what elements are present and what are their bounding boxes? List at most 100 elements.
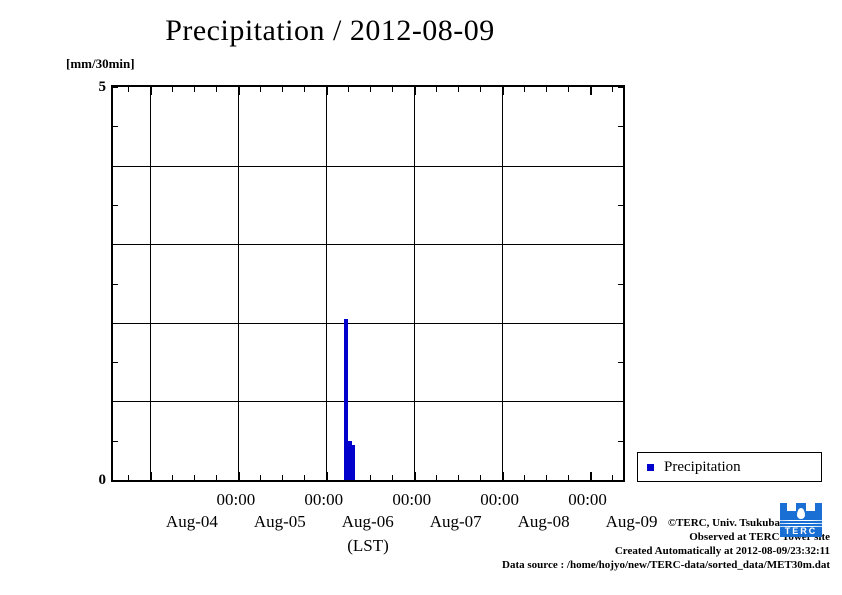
axis-tick-minor [523, 475, 525, 480]
x-axis-title: (LST) [347, 536, 389, 555]
x-axis-date-label: Aug-06 [341, 512, 394, 531]
axis-tick-minor [391, 475, 393, 480]
logo-notch-right [806, 503, 815, 511]
axis-tick-major [589, 87, 592, 95]
grid-line-horizontal [113, 322, 623, 324]
axis-tick-minor [611, 87, 613, 92]
axis-tick-major [325, 472, 328, 480]
axis-tick-y [618, 440, 623, 442]
legend-marker-icon [647, 463, 654, 471]
axis-tick-y [113, 165, 118, 167]
footer: ©TERC, Univ. Tsukuba Observed at TERC To… [420, 516, 830, 572]
y-axis-tick-label: 5 [98, 79, 107, 95]
axis-tick-y [618, 401, 623, 403]
footer-data-source: Data source : /home/hojyo/new/TERC-data/… [502, 559, 830, 571]
x-axis-date-label: Aug-08 [517, 512, 570, 531]
axis-tick-y [618, 87, 623, 88]
axis-tick-y [113, 480, 118, 481]
axis-tick-y [618, 126, 623, 128]
bar [347, 440, 352, 480]
axis-tick-major [325, 87, 328, 95]
axis-tick-minor [127, 87, 129, 92]
legend-box: Precipitation [637, 452, 822, 482]
logo-wave [780, 523, 822, 524]
grid-line-horizontal [113, 165, 623, 167]
axis-tick-y [113, 87, 118, 88]
axis-tick-y [113, 322, 118, 324]
axis-tick-y [113, 204, 118, 206]
y-axis-unit-label: [mm/30min] [66, 56, 135, 71]
x-axis-date-label: Aug-04 [165, 512, 218, 531]
x-axis-date-label: Aug-05 [253, 512, 306, 531]
axis-tick-minor [215, 87, 217, 92]
y-axis-tick-label: 0 [98, 472, 107, 488]
axis-tick-major [413, 87, 416, 95]
axis-tick-major [413, 472, 416, 480]
axis-tick-minor [215, 475, 217, 480]
logo-notch-left [787, 503, 796, 511]
axis-tick-y [113, 440, 118, 442]
water-drop-icon [797, 508, 805, 519]
axis-tick-minor [457, 475, 459, 480]
axis-tick-y [113, 362, 118, 364]
axis-tick-minor [171, 475, 173, 480]
axis-tick-minor [479, 475, 481, 480]
logo-text: TERC [784, 526, 818, 536]
axis-tick-minor [611, 475, 613, 480]
axis-tick-minor [545, 475, 547, 480]
logo-wave [780, 520, 822, 521]
axis-tick-major [501, 472, 504, 480]
axis-tick-minor [567, 475, 569, 480]
footer-created-at: Created Automatically at 2012-08-09/23:3… [614, 545, 830, 557]
axis-tick-y [618, 362, 623, 364]
grid-line-horizontal [113, 244, 623, 246]
axis-tick-minor [171, 87, 173, 92]
axis-tick-minor [303, 87, 305, 92]
grid-line-horizontal [113, 401, 623, 403]
x-axis-time-labels: 00:00 00:00 00:00 00:00 00:00 [111, 490, 625, 512]
x-axis-time-label: 00:00 [480, 490, 520, 509]
axis-tick-minor [127, 475, 129, 480]
plot-area [111, 85, 625, 482]
x-axis-time-label: 00:00 [304, 490, 344, 509]
axis-tick-y [618, 204, 623, 206]
page-title: Precipitation / 2012-08-09 [165, 14, 495, 47]
axis-tick-minor [193, 87, 195, 92]
axis-tick-minor [457, 87, 459, 92]
axis-tick-minor [435, 87, 437, 92]
axis-tick-minor [281, 87, 283, 92]
x-axis-time-label: 00:00 [392, 490, 432, 509]
x-axis-date-labels: Aug-04 Aug-05 Aug-06 Aug-07 Aug-08 Aug-09 [111, 512, 658, 534]
x-axis-time-label: 00:00 [568, 490, 607, 509]
axis-tick-major [237, 472, 240, 480]
axis-tick-minor [259, 87, 261, 92]
axis-tick-y [113, 126, 118, 128]
grid-line-vertical [237, 87, 239, 480]
axis-tick-y [113, 244, 118, 246]
x-axis-time-label: 00:00 [216, 490, 256, 509]
axis-tick-y [618, 322, 623, 324]
grid-line-vertical [149, 87, 151, 480]
axis-tick-minor [193, 475, 195, 480]
axis-tick-major [149, 472, 152, 480]
axis-tick-y [113, 401, 118, 403]
axis-tick-major [589, 472, 592, 480]
x-axis-date-label: Aug-09 [605, 512, 658, 531]
axis-tick-minor [369, 475, 371, 480]
axis-tick-minor [545, 87, 547, 92]
grid-line-vertical [501, 87, 503, 480]
axis-tick-y [618, 244, 623, 246]
bar [351, 444, 356, 480]
axis-tick-minor [435, 475, 437, 480]
axis-tick-minor [259, 475, 261, 480]
axis-tick-minor [347, 87, 349, 92]
axis-tick-minor [479, 87, 481, 92]
axis-tick-minor [523, 87, 525, 92]
grid-line-vertical [325, 87, 327, 480]
axis-tick-minor [281, 475, 283, 480]
axis-tick-minor [303, 475, 305, 480]
axis-tick-major [501, 87, 504, 95]
bar [343, 318, 348, 480]
footer-observed-at: Observed at TERC Tower site [689, 531, 830, 543]
